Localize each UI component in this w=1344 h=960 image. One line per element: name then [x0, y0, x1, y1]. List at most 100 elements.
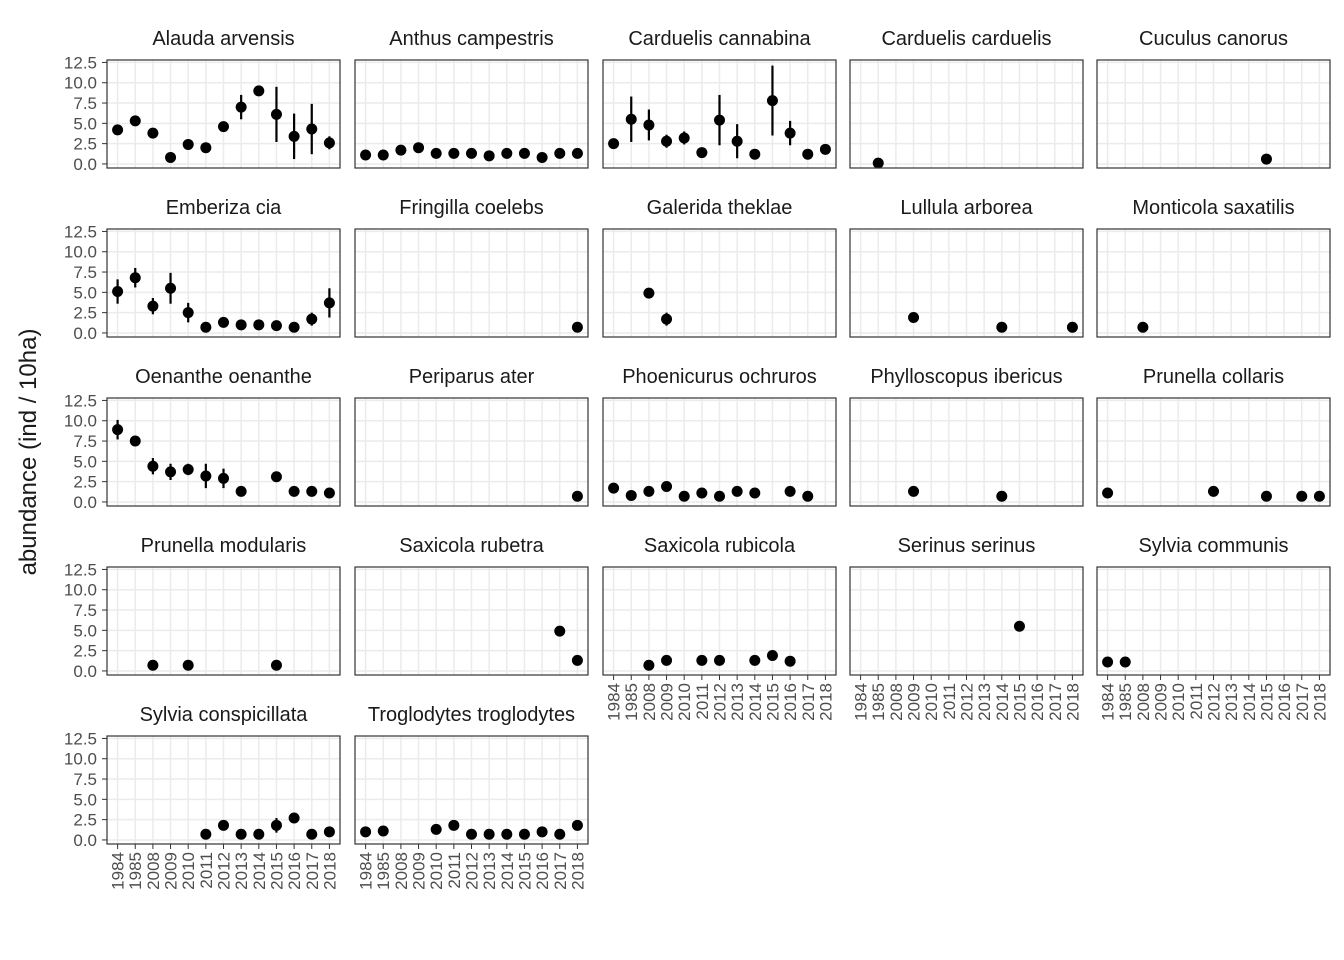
- panel-border: [106, 566, 341, 676]
- point: [306, 485, 318, 497]
- point: [448, 819, 460, 831]
- panel-border: [602, 59, 837, 169]
- point: [288, 130, 300, 142]
- point: [323, 297, 335, 309]
- y-tick-label: 12.5: [64, 729, 97, 748]
- point: [129, 435, 141, 447]
- panel-border: [602, 228, 837, 338]
- point: [678, 490, 690, 502]
- x-tick-label: 2008: [640, 683, 659, 721]
- point: [270, 659, 282, 671]
- point: [360, 826, 372, 838]
- point: [253, 828, 265, 840]
- point: [147, 460, 159, 472]
- x-tick-label: 1984: [852, 683, 871, 721]
- point: [112, 286, 124, 298]
- x-tick-label: 2018: [816, 683, 835, 721]
- point: [1260, 490, 1272, 502]
- strip-title: Carduelis carduelis: [881, 28, 1051, 50]
- point: [661, 481, 673, 493]
- point: [554, 147, 566, 159]
- x-tick-label: 2012: [711, 683, 730, 721]
- point: [129, 272, 141, 284]
- point: [1296, 490, 1308, 502]
- panel-border: [849, 397, 1084, 507]
- point: [1102, 656, 1114, 668]
- point: [430, 147, 442, 159]
- x-tick-label: 2016: [1028, 683, 1047, 721]
- y-tick-label: 7.5: [73, 432, 97, 451]
- point: [306, 313, 318, 325]
- point: [112, 124, 124, 136]
- x-tick-label: 2017: [551, 852, 570, 890]
- point: [749, 654, 761, 666]
- point: [518, 828, 530, 840]
- x-tick-label: 2015: [515, 852, 534, 890]
- point: [784, 655, 796, 667]
- x-tick-label: 2008: [392, 852, 411, 890]
- point: [147, 127, 159, 139]
- point: [554, 828, 566, 840]
- point: [323, 487, 335, 499]
- point: [235, 485, 247, 497]
- panel-border: [354, 228, 589, 338]
- panel-border: [354, 59, 589, 169]
- point: [643, 485, 655, 497]
- y-tick-label: 12.5: [64, 391, 97, 410]
- y-tick-label: 7.5: [73, 263, 97, 282]
- point: [1313, 490, 1325, 502]
- strip-title: Anthus campestris: [389, 28, 554, 50]
- y-tick-label: 10.0: [64, 412, 97, 431]
- panel-border: [106, 735, 341, 845]
- point: [165, 282, 177, 294]
- panel-border: [106, 228, 341, 338]
- point: [200, 828, 212, 840]
- x-tick-label: 2008: [144, 852, 163, 890]
- point: [625, 113, 637, 125]
- point: [323, 826, 335, 838]
- point: [536, 826, 548, 838]
- x-tick-label: 2014: [1240, 683, 1259, 721]
- point: [306, 828, 318, 840]
- x-tick-label: 2011: [693, 683, 712, 720]
- panel-border: [849, 59, 1084, 169]
- point: [483, 828, 495, 840]
- point: [766, 650, 778, 662]
- point: [784, 485, 796, 497]
- point: [731, 485, 743, 497]
- point: [147, 659, 159, 671]
- panel-border: [1096, 397, 1331, 507]
- point: [696, 487, 708, 499]
- panel-border: [354, 735, 589, 845]
- point: [147, 300, 159, 312]
- x-tick-label: 2016: [533, 852, 552, 890]
- point: [253, 85, 265, 97]
- point: [571, 654, 583, 666]
- point: [235, 319, 247, 331]
- y-tick-label: 0.0: [73, 155, 97, 174]
- x-tick-label: 2016: [285, 852, 304, 890]
- y-tick-label: 7.5: [73, 94, 97, 113]
- point: [306, 123, 318, 135]
- point: [571, 819, 583, 831]
- point: [218, 819, 229, 831]
- y-tick-label: 7.5: [73, 770, 97, 789]
- y-tick-label: 5.0: [73, 283, 97, 302]
- point: [554, 625, 566, 637]
- x-tick-label: 1985: [374, 852, 393, 890]
- x-tick-label: 2018: [568, 852, 587, 890]
- y-tick-label: 7.5: [73, 601, 97, 620]
- point: [571, 490, 583, 502]
- x-tick-label: 2015: [1257, 683, 1276, 721]
- point: [802, 490, 814, 502]
- point: [872, 157, 884, 169]
- point: [288, 812, 300, 824]
- x-tick-label: 2010: [675, 683, 694, 721]
- x-tick-label: 1984: [1099, 683, 1118, 721]
- strip-title: Saxicola rubetra: [399, 535, 544, 557]
- point: [182, 138, 194, 150]
- x-tick-label: 2017: [1046, 683, 1065, 721]
- y-tick-label: 2.5: [73, 304, 97, 323]
- y-tick-label: 2.5: [73, 811, 97, 830]
- point: [1119, 656, 1131, 668]
